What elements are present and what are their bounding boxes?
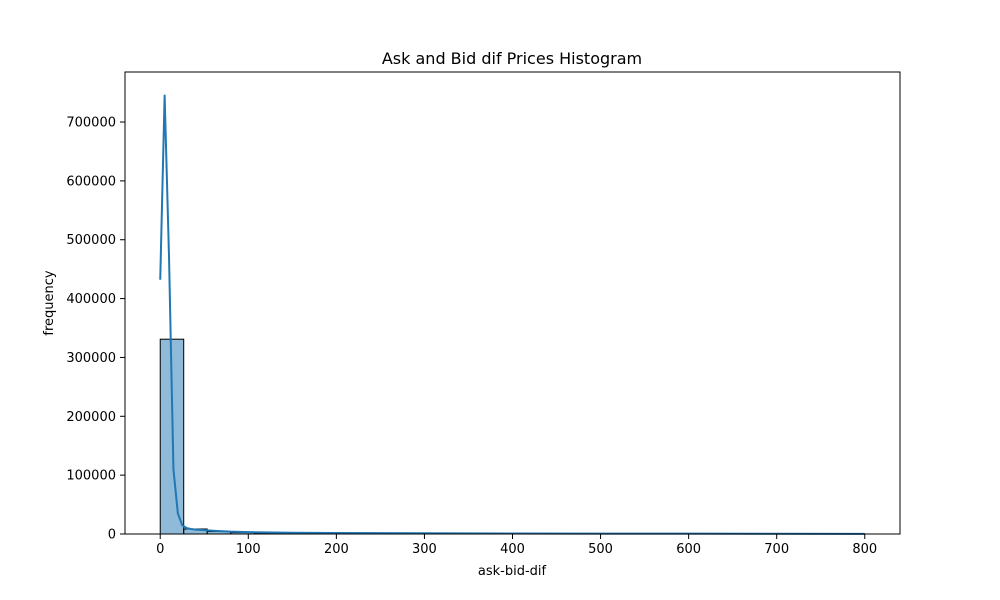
x-tick-label: 600 bbox=[676, 542, 701, 557]
x-tick-label: 800 bbox=[852, 542, 877, 557]
x-axis-ticks: 0 100 200 300 400 500 600 700 800 bbox=[156, 534, 877, 557]
chart-title: Ask and Bid dif Prices Histogram bbox=[382, 49, 642, 68]
y-tick-label: 400000 bbox=[66, 292, 116, 307]
x-tick-label: 700 bbox=[764, 542, 789, 557]
y-tick-label: 200000 bbox=[66, 410, 116, 425]
y-tick-label: 100000 bbox=[66, 469, 116, 484]
x-tick-label: 100 bbox=[236, 542, 261, 557]
kde-curve-layer bbox=[159, 94, 865, 535]
x-tick-label: 300 bbox=[412, 542, 437, 557]
x-tick-label: 200 bbox=[324, 542, 349, 557]
x-tick-label: 0 bbox=[156, 542, 164, 557]
y-tick-label: 300000 bbox=[66, 351, 116, 366]
y-axis-label: frequency bbox=[42, 270, 57, 336]
histogram-bars bbox=[159, 338, 866, 535]
y-tick-label: 700000 bbox=[66, 116, 116, 131]
kde-line bbox=[159, 94, 865, 535]
x-tick-label: 400 bbox=[500, 542, 525, 557]
y-tick-label: 0 bbox=[108, 528, 116, 543]
y-tick-label: 600000 bbox=[66, 174, 116, 189]
y-axis-ticks: 0 100000 200000 300000 400000 500000 600000 700… bbox=[66, 116, 125, 543]
x-tick-label: 500 bbox=[588, 542, 613, 557]
plot-area-frame bbox=[124, 71, 901, 535]
y-tick-label: 500000 bbox=[66, 233, 116, 248]
x-axis-label: ask-bid-dif bbox=[478, 564, 547, 579]
